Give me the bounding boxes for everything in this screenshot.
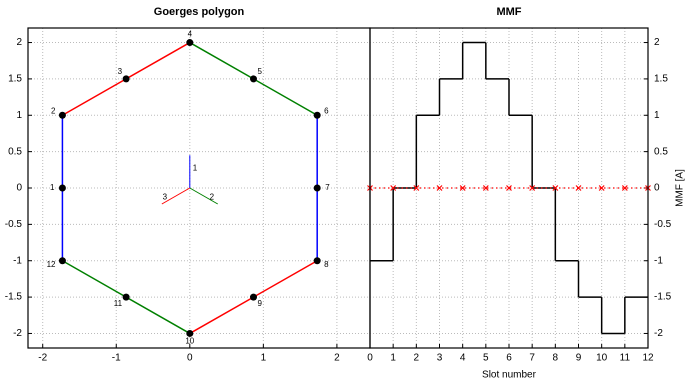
y-tick-label: -2 bbox=[13, 328, 22, 339]
marker bbox=[529, 185, 536, 191]
y-tick-label: 0 bbox=[654, 183, 660, 194]
y-tick-label: -1.5 bbox=[654, 292, 672, 303]
point-label: 12 bbox=[47, 260, 56, 269]
x-tick-label: 2 bbox=[334, 353, 340, 364]
point-label: 9 bbox=[258, 299, 263, 308]
y-tick-label: 1 bbox=[654, 110, 660, 121]
polygon-point bbox=[58, 184, 66, 192]
x-tick-label: 0 bbox=[187, 353, 193, 364]
marker bbox=[482, 185, 489, 191]
polygon-point bbox=[122, 293, 130, 301]
x-tick-label: 12 bbox=[642, 353, 654, 364]
x-tick-label: 1 bbox=[261, 353, 267, 364]
x-tick-label: 7 bbox=[529, 353, 535, 364]
point-label: 3 bbox=[118, 67, 123, 76]
y-tick-label: 1 bbox=[16, 110, 22, 121]
point-label: 7 bbox=[325, 183, 330, 192]
x-tick-label: 11 bbox=[620, 353, 631, 364]
y-tick-label: -0.5 bbox=[5, 219, 23, 230]
x-tick-label: 0 bbox=[367, 353, 373, 364]
x-tick-label: 4 bbox=[460, 353, 466, 364]
point-label: 5 bbox=[258, 67, 263, 76]
marker bbox=[506, 185, 512, 191]
point-label: 10 bbox=[185, 337, 194, 346]
point-label: 8 bbox=[324, 260, 329, 269]
x-tick-label: 10 bbox=[596, 353, 608, 364]
phasor bbox=[161, 187, 191, 205]
y-tick-label: 1.5 bbox=[8, 74, 22, 85]
marker bbox=[575, 185, 582, 191]
marker bbox=[552, 185, 559, 191]
point-label: 4 bbox=[188, 30, 193, 39]
polygon-point bbox=[58, 111, 66, 119]
x-tick-label: 8 bbox=[553, 353, 559, 364]
marker bbox=[390, 185, 397, 191]
x-tick-label: 5 bbox=[483, 353, 489, 364]
point-label: 2 bbox=[51, 106, 56, 115]
y-tick-label: 1.5 bbox=[654, 74, 668, 85]
y-tick-label: -1.5 bbox=[5, 292, 23, 303]
y-tick-label: -1 bbox=[13, 255, 22, 266]
phasor bbox=[189, 187, 219, 205]
polygon-point bbox=[186, 39, 194, 47]
polygon-point bbox=[122, 75, 130, 83]
x-tick-label: -1 bbox=[112, 353, 121, 364]
panel: Goerges polygon-2 -1 0 1 221.510.50-0.5-1-1.… bbox=[5, 6, 371, 364]
polygon-point bbox=[313, 257, 321, 265]
marker bbox=[621, 185, 628, 191]
x-tick-label: 9 bbox=[576, 353, 582, 364]
y-tick-label: 2 bbox=[654, 37, 660, 48]
chart-title: MMF bbox=[496, 6, 521, 18]
polygon-point bbox=[249, 293, 257, 301]
polygon-point bbox=[58, 257, 66, 265]
marker bbox=[598, 185, 605, 191]
y-tick-label: 2 bbox=[16, 37, 22, 48]
x-tick-label: -2 bbox=[38, 353, 47, 364]
x-tick-label: 1 bbox=[390, 353, 396, 364]
phasor-label: 3 bbox=[163, 193, 168, 202]
polygon-point bbox=[313, 111, 321, 119]
y-tick-label: -0.5 bbox=[654, 219, 672, 230]
x-tick-label: 2 bbox=[414, 353, 420, 364]
x-tick-label: 6 bbox=[506, 353, 512, 364]
chart-title: Goerges polygon bbox=[154, 6, 245, 18]
x-axis-label: Slot number bbox=[482, 370, 537, 381]
y-tick-label: -2 bbox=[654, 328, 663, 339]
phasor-label: 1 bbox=[193, 163, 198, 172]
point-label: 11 bbox=[114, 299, 123, 308]
y-tick-label: -1 bbox=[654, 255, 663, 266]
point-label: 1 bbox=[50, 183, 55, 192]
point-label: 6 bbox=[324, 106, 329, 115]
polygon-point bbox=[186, 329, 194, 337]
marker bbox=[459, 185, 466, 191]
x-tick-label: 3 bbox=[437, 353, 443, 364]
y-tick-label: 0 bbox=[16, 183, 22, 194]
marker bbox=[413, 185, 420, 191]
plot-frame bbox=[369, 27, 649, 349]
polygon-point bbox=[313, 184, 321, 192]
marker bbox=[436, 185, 443, 191]
y-tick-label: 0.5 bbox=[654, 146, 668, 157]
y-axis-label: MMF [A] bbox=[675, 169, 686, 207]
polygon-point bbox=[249, 75, 257, 83]
phasor-label: 2 bbox=[210, 193, 215, 202]
y-tick-label: 0.5 bbox=[8, 146, 22, 157]
